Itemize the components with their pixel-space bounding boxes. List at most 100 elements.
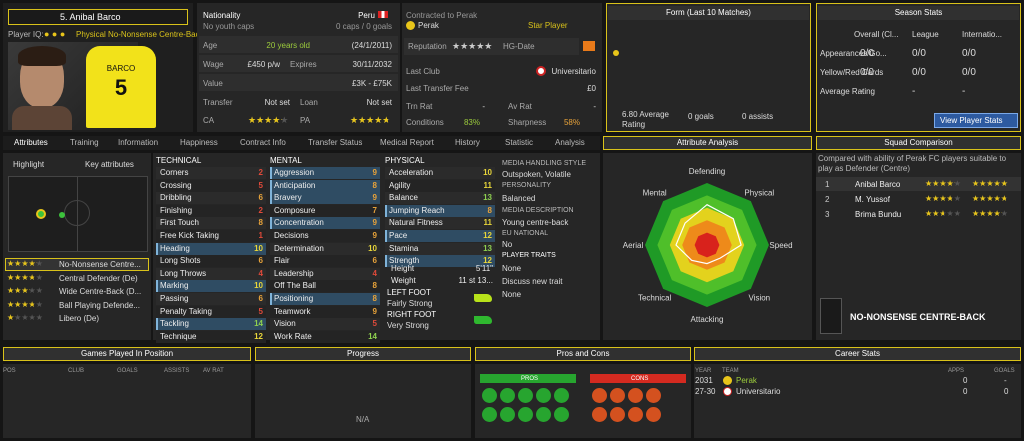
label: 20 years old <box>266 41 310 50</box>
label: Not set <box>264 98 290 107</box>
dropdown[interactable]: Highlight <box>13 160 45 169</box>
club-badge <box>406 21 415 30</box>
label: Age <box>203 41 218 50</box>
tab[interactable]: Attributes <box>14 138 48 147</box>
tab[interactable]: Contract Info <box>240 138 286 147</box>
label: Long Shots <box>160 256 201 266</box>
tab[interactable]: Transfer Status <box>308 138 363 147</box>
radar-axis-label: Technical <box>638 293 672 302</box>
label: GOALS <box>994 368 1015 374</box>
label: - <box>962 86 966 97</box>
star-fill: ★★★★★ <box>925 209 944 218</box>
label: Anticipation <box>274 180 316 190</box>
attribute-row <box>385 217 495 230</box>
label: 0/0 <box>860 48 874 59</box>
label: YEAR <box>695 368 712 374</box>
label: Balanced <box>502 194 536 203</box>
label: 8 <box>372 180 377 190</box>
player-link[interactable]: Brima Bundu <box>855 210 902 219</box>
label: Perak <box>418 21 439 30</box>
label: Last Transfer Fee <box>406 84 469 93</box>
star-rating: ★★★★★★★★★★ <box>972 194 1008 203</box>
label: Positioning <box>274 294 314 303</box>
label: CA <box>203 116 215 125</box>
label: None <box>502 264 522 273</box>
label: 13 <box>483 193 492 203</box>
role[interactable]: Wide Centre-Back (D... <box>59 287 142 296</box>
label: 1 <box>258 231 263 240</box>
club-link[interactable]: Perak <box>736 376 757 385</box>
label: 0/0 <box>912 48 926 59</box>
role[interactable]: Ball Playing Defende... <box>59 300 140 310</box>
pitch-circle <box>64 200 90 226</box>
star-fill: ★★★★★ <box>925 194 952 203</box>
label: Strength <box>389 256 420 266</box>
label: 6 <box>258 193 263 203</box>
boot <box>474 316 492 324</box>
role[interactable]: Libero (De) <box>59 314 100 323</box>
pro-icon <box>536 388 551 403</box>
shirt <box>86 46 156 128</box>
label: No youth caps <box>203 22 255 31</box>
squad-row <box>816 207 1021 221</box>
star-rating: ★★★★★★★★★★ <box>7 272 43 282</box>
role[interactable]: Central Defender (De) <box>59 273 138 283</box>
label: £450 p/w <box>247 60 280 69</box>
player-link[interactable]: Anibal Barco <box>855 180 901 189</box>
label: Finishing <box>160 205 193 215</box>
info-row <box>199 36 398 53</box>
label: 3 <box>825 210 830 219</box>
attribute-row <box>385 179 495 192</box>
form-panel <box>606 3 811 132</box>
attribute-row <box>270 255 380 268</box>
club-link[interactable]: Universitario <box>736 387 781 396</box>
label: HG-Date <box>503 42 535 51</box>
label: 0 <box>963 387 968 396</box>
tab[interactable]: Medical Report <box>380 138 434 147</box>
label: CLUB <box>68 368 85 374</box>
attribute-row <box>156 179 266 192</box>
tab[interactable]: Statistic <box>505 138 534 147</box>
label: 8 <box>372 281 377 291</box>
tab[interactable]: Information <box>118 138 159 147</box>
star-fill: ★★★★★ <box>972 194 1007 203</box>
dropdown[interactable]: Key attributes <box>85 160 134 169</box>
player-link[interactable]: M. Yussof <box>855 195 890 204</box>
pro-icon <box>500 388 515 403</box>
tab[interactable]: History <box>455 138 480 147</box>
tab[interactable]: Analysis <box>555 138 585 147</box>
star-rating: ★★★★★★★★★★ <box>7 259 43 268</box>
label: 14 <box>368 331 377 341</box>
panel-title: Attribute Analysis <box>676 138 739 147</box>
tab[interactable]: Training <box>70 138 99 147</box>
label: £0 <box>587 84 596 93</box>
role[interactable]: No-Nonsense Centre... <box>59 260 141 269</box>
view-stats-button[interactable]: View Player Stats <box>940 116 1003 125</box>
label: Nationality <box>203 11 241 20</box>
label: PROS <box>521 376 539 382</box>
label: TECHNICAL <box>156 156 202 165</box>
label: 30/11/2032 <box>352 60 392 69</box>
label: Determination <box>274 243 324 253</box>
label: 6.80 Average Rating <box>622 110 670 129</box>
star-rating: ★★★★★★★★★★ <box>452 41 495 52</box>
form-point <box>613 50 619 56</box>
hg-icon <box>583 41 595 51</box>
label: APPS <box>948 368 965 374</box>
games-panel <box>3 364 251 438</box>
attribute-row <box>156 242 266 255</box>
radar-ring <box>694 232 720 258</box>
attribute-row <box>270 267 380 280</box>
attribute-row <box>156 217 266 230</box>
radar-axis-label: Aerial <box>623 241 644 250</box>
attribute-row <box>270 293 380 305</box>
label: 6 <box>258 256 263 266</box>
button <box>934 113 1018 128</box>
label: Contracted to Perak <box>406 11 478 20</box>
tab[interactable]: Happiness <box>180 138 218 147</box>
label: 9 <box>372 168 377 177</box>
label: Transfer <box>203 98 233 107</box>
label: Concentration <box>274 218 324 228</box>
label: 4 <box>372 268 377 278</box>
